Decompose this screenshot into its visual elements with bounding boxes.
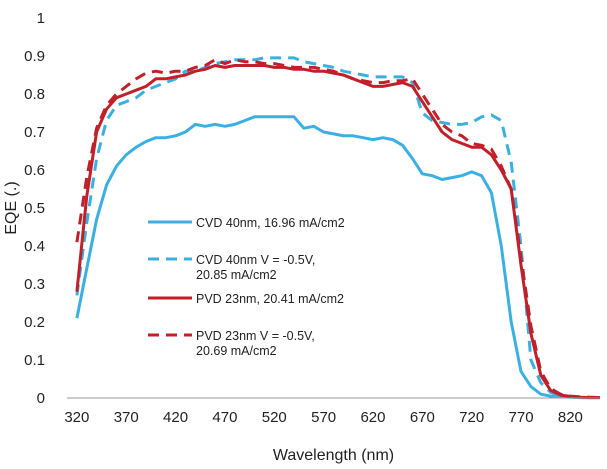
y-tick-label: 0.1 — [24, 352, 45, 369]
legend-label-4: PVD 23nm V = -0.5V, — [196, 329, 315, 343]
y-tick-label: 0.6 — [24, 162, 45, 179]
y-tick-label: 0.3 — [24, 276, 45, 293]
x-tick-label: 470 — [212, 409, 237, 426]
legend-label-2: CVD 40nm V = -0.5V, — [196, 253, 315, 267]
tick-labels: 320 370 420 470 520 570 620 670 720 770 820 0 0.1 0.2… — [24, 10, 583, 426]
legend-label-4: 20.69 mA/cm2 — [196, 344, 277, 358]
y-tick-label: 0.5 — [24, 200, 45, 217]
x-tick-label: 370 — [114, 409, 139, 426]
series-line-3 — [75, 64, 600, 400]
legend: CVD 40nm, 16.96 mA/cm2 CVD 40nm V = -0.5V… — [148, 216, 345, 358]
x-tick-label: 570 — [311, 409, 336, 426]
legend-label-1: CVD 40nm, 16.96 mA/cm2 — [196, 216, 345, 230]
legend-label-3: PVD 23nm, 20.41 mA/cm2 — [196, 292, 344, 306]
x-tick-label: 820 — [558, 409, 583, 426]
y-tick-label: 0.4 — [24, 238, 45, 255]
x-tick-label: 320 — [64, 409, 89, 426]
series-line-4 — [75, 58, 601, 400]
y-tick-label: 0 — [37, 390, 45, 407]
y-tick-label: 1 — [37, 10, 45, 27]
x-axis-title: Wavelength (nm) — [273, 447, 394, 464]
y-tick-label: 0.7 — [24, 124, 45, 141]
y-axis-title: EQE (.) — [3, 181, 20, 234]
y-tick-label: 0.8 — [24, 86, 45, 103]
x-tick-label: 620 — [360, 409, 385, 426]
x-tick-label: 670 — [410, 409, 435, 426]
x-tick-label: 520 — [262, 409, 287, 426]
series-line-1 — [75, 115, 600, 400]
y-tick-label: 0.2 — [24, 314, 45, 331]
x-tick-label: 720 — [459, 409, 484, 426]
x-tick-label: 420 — [163, 409, 188, 426]
x-tick-label: 770 — [509, 409, 534, 426]
series-lines — [75, 56, 601, 400]
y-tick-label: 0.9 — [24, 48, 45, 65]
legend-label-2: 20.85 mA/cm2 — [196, 268, 277, 282]
